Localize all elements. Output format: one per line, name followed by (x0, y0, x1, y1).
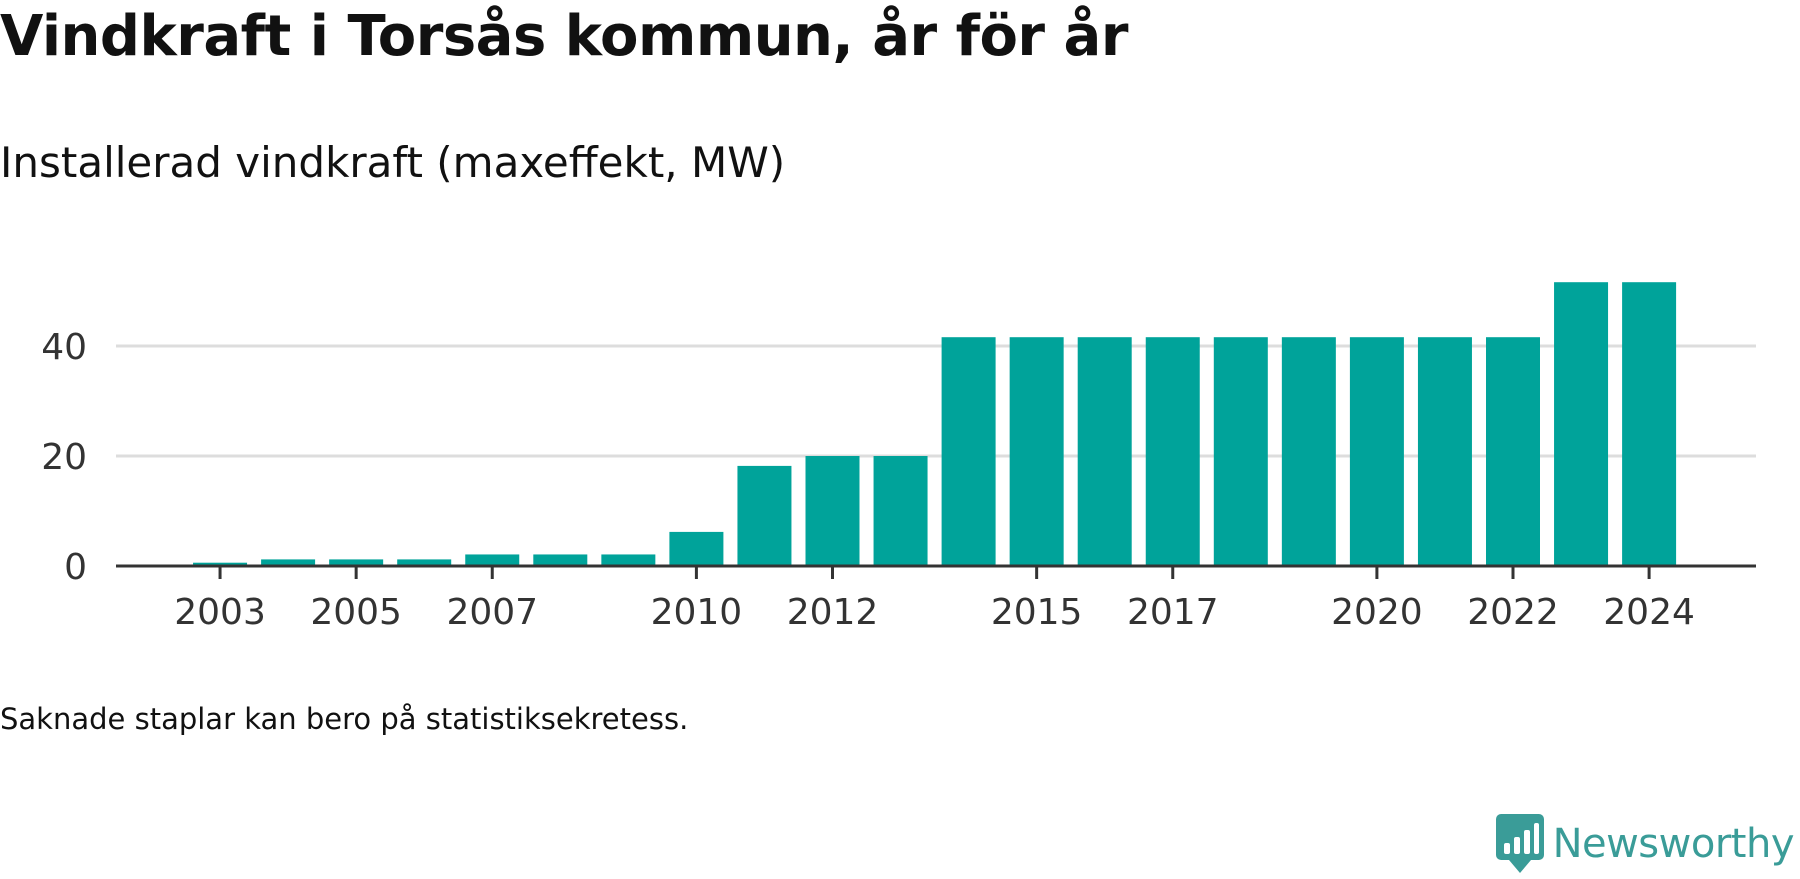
bar (941, 337, 996, 566)
brand[interactable]: Newsworthy (1495, 813, 1795, 875)
bar (1554, 282, 1609, 566)
x-tick-label: 2010 (651, 592, 743, 633)
bar (465, 554, 520, 566)
bar (261, 559, 316, 566)
x-tick-label: 2003 (174, 592, 266, 633)
gridlines (116, 344, 1756, 458)
chart-title: Vindkraft i Torsås kommun, år för år (0, 4, 1128, 69)
x-tick-label: 2020 (1331, 592, 1423, 633)
bars (193, 282, 1677, 566)
bar (1145, 337, 1200, 566)
axes (116, 564, 1756, 579)
bar (601, 554, 656, 566)
x-tick-label: 2005 (310, 592, 402, 633)
y-tick-label: 20 (41, 437, 87, 478)
x-tick-label: 2012 (787, 592, 879, 633)
bar (1417, 337, 1472, 566)
bar (1622, 282, 1677, 566)
footnote: Saknade staplar kan bero på statistiksek… (0, 702, 689, 736)
bar (1213, 337, 1268, 566)
x-tick-label: 2007 (446, 592, 538, 633)
bar (1009, 337, 1064, 566)
bar (329, 559, 384, 566)
y-tick-label: 40 (41, 327, 87, 368)
x-tick-label: 2017 (1127, 592, 1219, 633)
bar (873, 456, 928, 566)
bar (1486, 337, 1540, 566)
bar (193, 562, 248, 566)
bar (669, 531, 724, 566)
newsworthy-logo-icon (1495, 814, 1544, 873)
bar (1077, 337, 1132, 566)
bar (737, 465, 792, 566)
bar (805, 456, 860, 566)
y-tick-label: 0 (64, 547, 87, 588)
bar (1281, 337, 1336, 566)
chart-subtitle: Installerad vindkraft (maxeffekt, MW) (0, 138, 786, 187)
x-tick-label: 2024 (1603, 592, 1695, 633)
x-tick-label: 2015 (991, 592, 1083, 633)
brand-name: Newsworthy (1552, 821, 1795, 867)
bar (397, 559, 452, 566)
bar (1349, 337, 1404, 566)
bar (533, 554, 588, 566)
x-tick-label: 2022 (1467, 592, 1559, 633)
tick-labels: 0 20 40 2003 2005 2007 2010 2012 2015 2017 2020 202… (41, 327, 1695, 633)
